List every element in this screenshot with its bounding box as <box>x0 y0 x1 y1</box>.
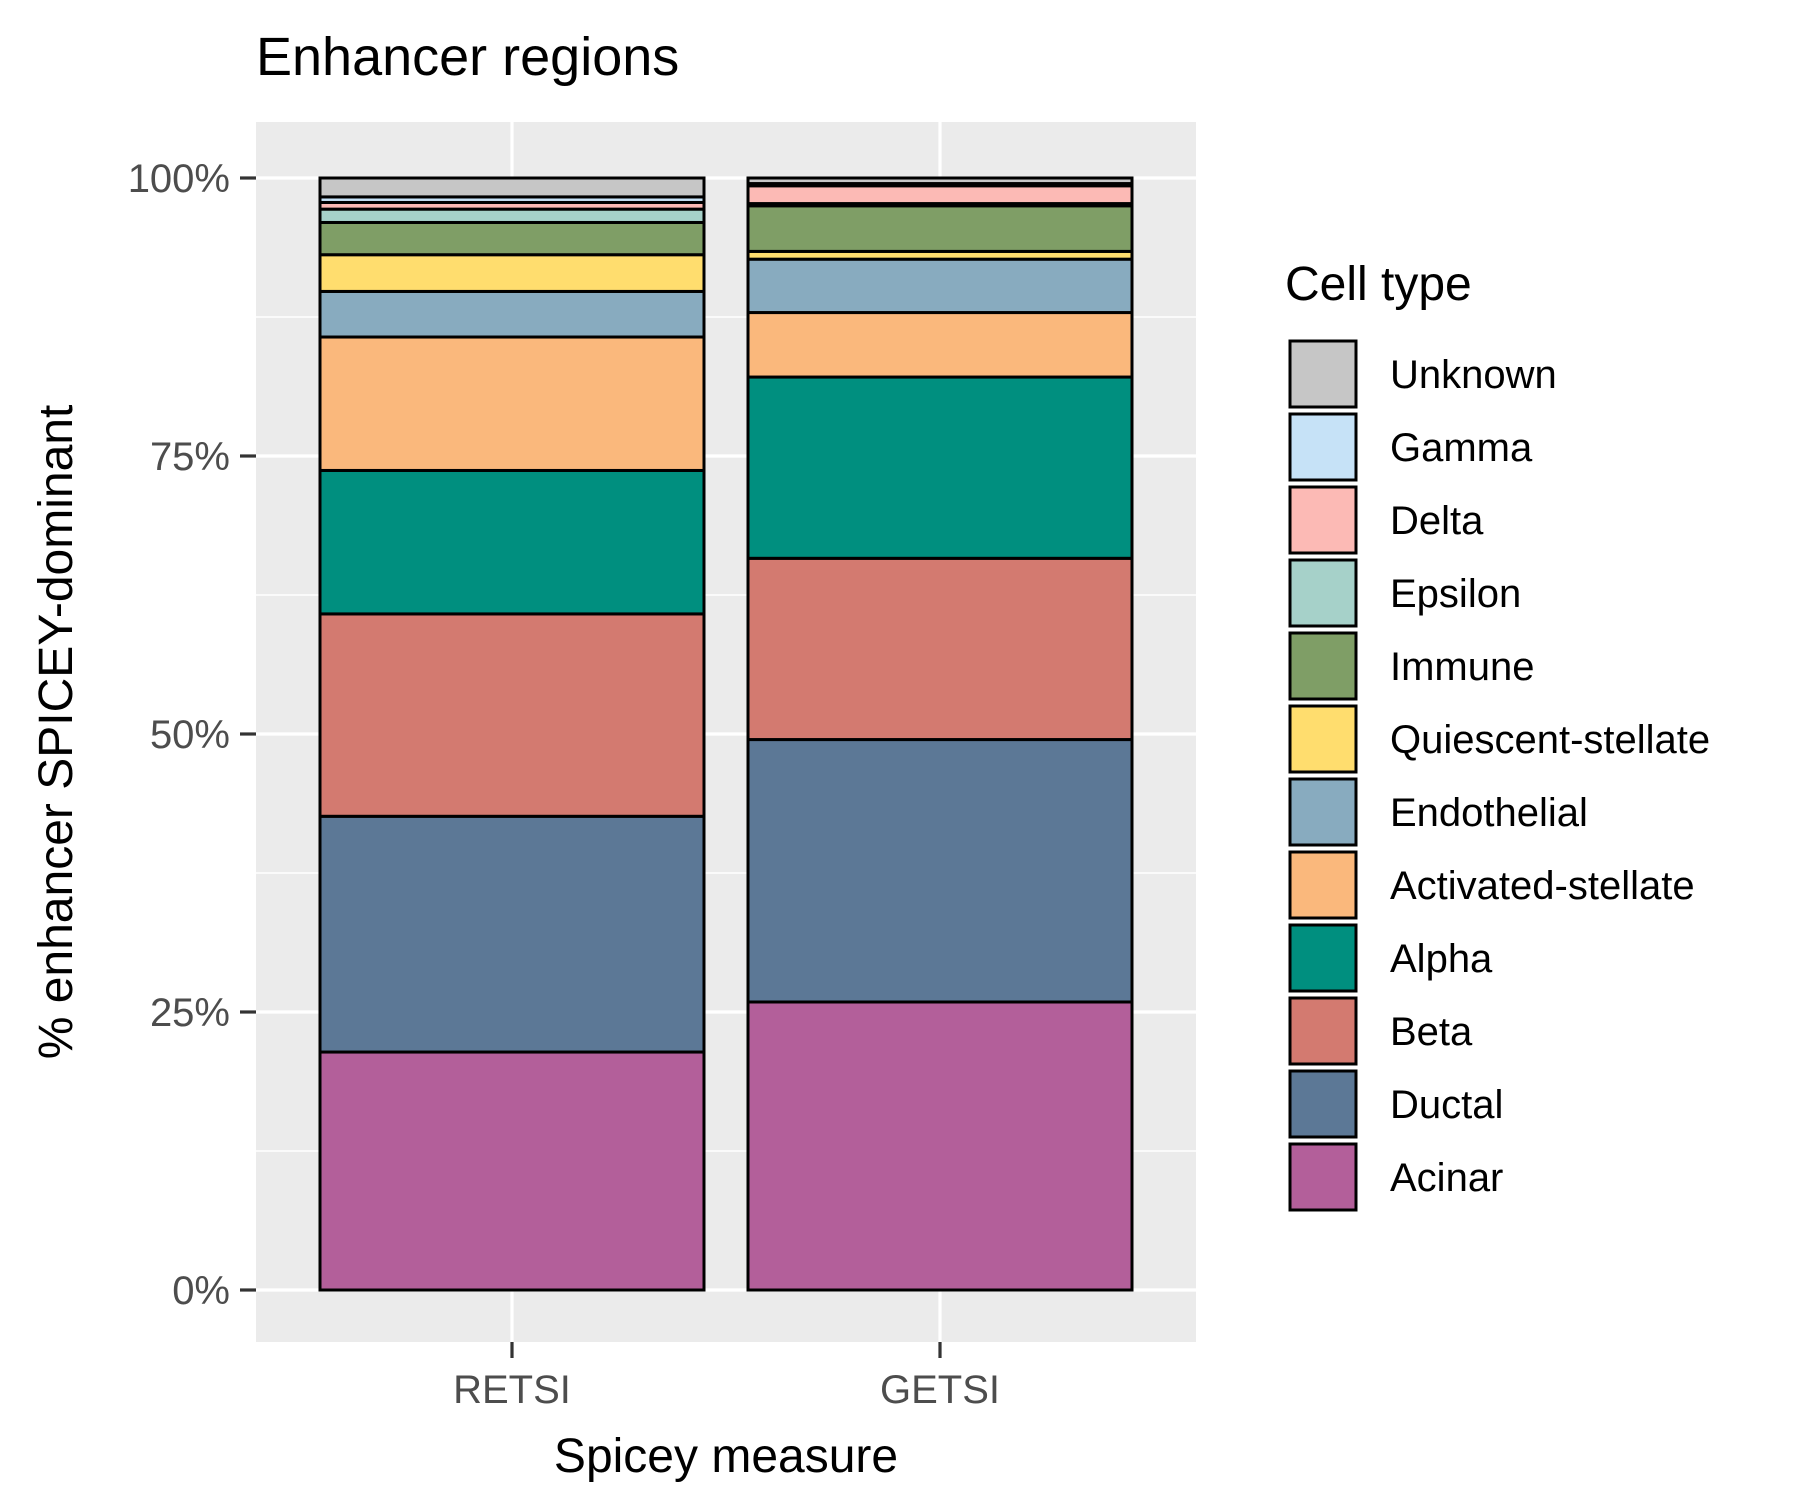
legend-label: Gamma <box>1390 426 1533 470</box>
y-tick-label: 25% <box>150 991 230 1035</box>
legend-label: Alpha <box>1390 937 1493 981</box>
bar-segment-retsi-quiescent-stellate <box>318 253 706 293</box>
bar-segment-getsi-immune <box>746 204 1134 253</box>
legend-label: Epsilon <box>1390 572 1521 616</box>
legend-label: Beta <box>1390 1010 1473 1054</box>
bar-stack-getsi <box>746 176 1134 1292</box>
legend-key <box>1288 704 1358 774</box>
bar-segment-getsi-endothelial <box>746 257 1134 315</box>
legend-item-immune: Immune <box>1288 631 1535 701</box>
bar-segment-getsi-activated-stellate <box>746 311 1134 379</box>
chart-title: Enhancer regions <box>256 27 679 87</box>
bar-segment-retsi-unknown <box>318 176 706 199</box>
legend-item-epsilon: Epsilon <box>1288 558 1521 628</box>
bar-segment-getsi-alpha <box>746 375 1134 560</box>
y-tick-label: 75% <box>150 435 230 479</box>
legend-key <box>1288 1142 1358 1212</box>
bar-segment-retsi-ductal <box>318 814 706 1054</box>
legend: Cell type Unknown Gamma Delta Epsilon Immune… <box>1285 258 1710 1212</box>
legend-item-ductal: Ductal <box>1288 1069 1503 1139</box>
legend-item-acinar: Acinar <box>1288 1142 1503 1212</box>
legend-label: Activated-stellate <box>1390 864 1695 908</box>
legend-item-delta: Delta <box>1288 485 1484 555</box>
x-axis: RETSI GETSI <box>453 1342 1000 1412</box>
legend-key <box>1288 1069 1358 1139</box>
bar-segment-retsi-alpha <box>318 468 706 616</box>
legend-item-alpha: Alpha <box>1288 923 1493 993</box>
legend-label: Unknown <box>1390 353 1557 397</box>
bar-segment-getsi-delta <box>746 184 1134 206</box>
legend-key <box>1288 850 1358 920</box>
legend-label: Delta <box>1390 499 1484 543</box>
legend-item-endothelial: Endothelial <box>1288 777 1588 847</box>
y-tick-label: 100% <box>128 157 230 201</box>
bar-segment-retsi-epsilon <box>318 207 706 224</box>
y-tick-label: 50% <box>150 713 230 757</box>
legend-label: Acinar <box>1390 1156 1503 1200</box>
bar-stack-retsi <box>318 176 706 1292</box>
x-tick-label: RETSI <box>453 1368 571 1412</box>
legend-item-quiescent-stellate: Quiescent-stellate <box>1288 704 1710 774</box>
legend-key <box>1288 923 1358 993</box>
x-axis-title: Spicey measure <box>554 1430 898 1483</box>
bar-segment-getsi-ductal <box>746 738 1134 1004</box>
legend-label: Ductal <box>1390 1083 1503 1127</box>
y-axis: 0% 25% 50% 75% 100% <box>128 157 256 1313</box>
bar-segment-retsi-endothelial <box>318 289 706 339</box>
legend-title: Cell type <box>1285 258 1472 311</box>
legend-label: Immune <box>1390 645 1535 689</box>
legend-label: Quiescent-stellate <box>1390 718 1710 762</box>
legend-item-activated-stellate: Activated-stellate <box>1288 850 1695 920</box>
bars <box>318 176 1134 1292</box>
bar-segment-getsi-acinar <box>746 1000 1134 1292</box>
x-tick-label: GETSI <box>880 1368 1000 1412</box>
legend-key <box>1288 558 1358 628</box>
legend-item-gamma: Gamma <box>1288 412 1533 482</box>
legend-label: Endothelial <box>1390 791 1588 835</box>
bar-segment-retsi-activated-stellate <box>318 335 706 472</box>
y-axis-title: % enhancer SPICEY-dominant <box>30 405 83 1060</box>
legend-item-beta: Beta <box>1288 996 1473 1066</box>
bar-segment-retsi-beta <box>318 612 706 818</box>
bar-segment-getsi-beta <box>746 556 1134 742</box>
bar-segment-getsi-unknown <box>746 176 1134 186</box>
legend-items: Unknown Gamma Delta Epsilon Immune Quiescent-… <box>1288 339 1710 1212</box>
legend-key <box>1288 485 1358 555</box>
legend-key <box>1288 412 1358 482</box>
legend-key <box>1288 996 1358 1066</box>
legend-key <box>1288 631 1358 701</box>
bar-segment-retsi-acinar <box>318 1050 706 1292</box>
bar-segment-retsi-immune <box>318 220 706 257</box>
legend-key <box>1288 777 1358 847</box>
legend-key <box>1288 339 1358 409</box>
legend-item-unknown: Unknown <box>1288 339 1557 409</box>
y-tick-label: 0% <box>172 1269 230 1313</box>
